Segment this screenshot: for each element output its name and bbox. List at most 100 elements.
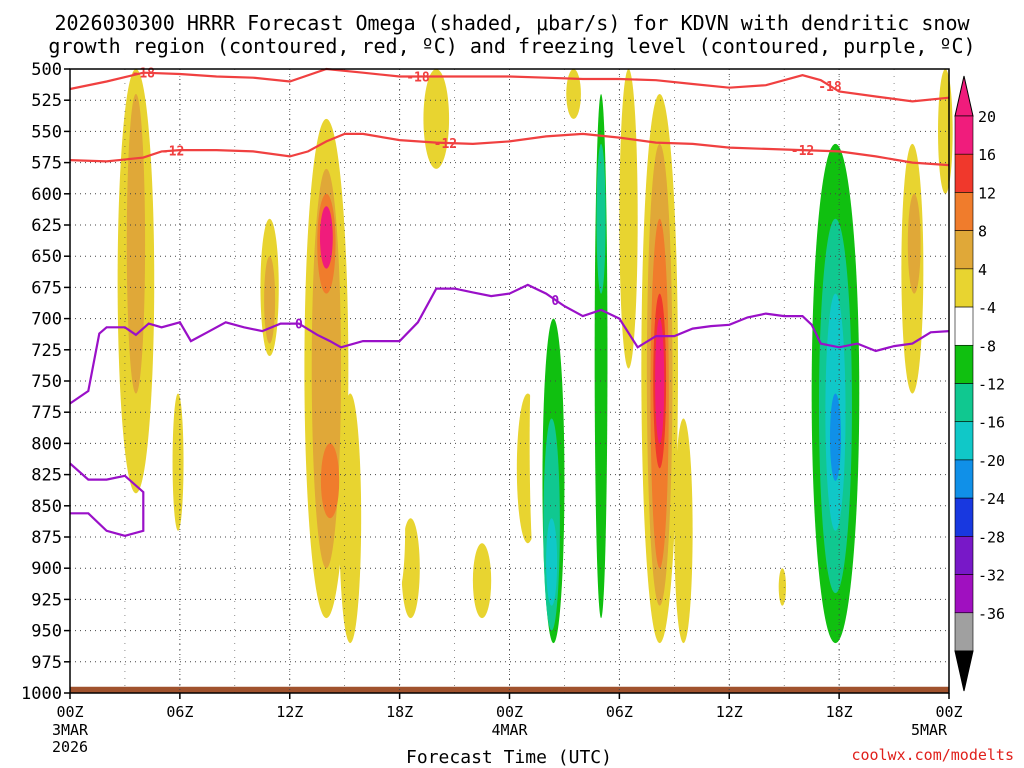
y-tick-label: 900 bbox=[31, 559, 62, 579]
chart-title-line2: growth region (contoured, red, ºC) and f… bbox=[48, 34, 975, 58]
y-tick-label: 850 bbox=[31, 497, 62, 517]
omega-cell bbox=[266, 69, 277, 144]
colorbar-label: -28 bbox=[978, 528, 1005, 546]
omega-cell bbox=[126, 93, 146, 394]
x-tick-label: 12Z bbox=[716, 703, 743, 721]
contour-minus18 bbox=[69, 67, 950, 103]
contour-label-minus12: -12 bbox=[161, 145, 184, 160]
y-tick-label: 550 bbox=[31, 122, 62, 142]
colorbar-bin bbox=[954, 612, 974, 652]
x-tick-label: 18Z bbox=[826, 703, 853, 721]
colorbar-bin bbox=[954, 421, 974, 461]
y-tick-label: 700 bbox=[31, 310, 62, 330]
y-tick-label: 925 bbox=[31, 590, 62, 610]
colorbar-bin bbox=[954, 536, 974, 575]
x-tick-label: 12Z bbox=[276, 703, 303, 721]
omega-cell bbox=[558, 193, 571, 319]
colorbar: 20 16 12 8 4 -4 -8 -12 -16 -20 -24 -28 -32 -36 bbox=[954, 75, 1005, 692]
x-tick-year: 2026 bbox=[52, 738, 88, 756]
colorbar-bin bbox=[954, 459, 974, 499]
x-tick-label: 18Z bbox=[386, 703, 413, 721]
omega-cell bbox=[596, 143, 606, 294]
colorbar-label: 8 bbox=[978, 223, 987, 241]
y-tick-label: 650 bbox=[31, 247, 62, 267]
colorbar-bin bbox=[954, 153, 974, 193]
x-tick-date: 4MAR bbox=[491, 721, 528, 739]
y-tick-label: 875 bbox=[31, 528, 62, 548]
x-tick-date: 3MAR bbox=[52, 721, 89, 739]
omega-cell bbox=[778, 568, 787, 606]
y-tick-label: 950 bbox=[31, 622, 62, 642]
y-tick-label: 525 bbox=[31, 91, 62, 111]
x-tick-label: 00Z bbox=[935, 703, 962, 721]
omega-cell bbox=[207, 69, 226, 219]
colorbar-label: -36 bbox=[978, 605, 1005, 623]
chart-title-line1: 2026030300 HRRR Forecast Omega (shaded, … bbox=[54, 11, 970, 35]
omega-cell bbox=[190, 568, 206, 644]
contours bbox=[69, 67, 950, 537]
omega-cell bbox=[320, 443, 340, 519]
colorbar-label: -20 bbox=[978, 452, 1005, 470]
contour-freezing-level bbox=[69, 283, 950, 405]
omega-shading bbox=[70, 68, 955, 693]
contour-minus12 bbox=[69, 132, 950, 167]
omega-cell bbox=[339, 393, 362, 644]
omega-cell bbox=[546, 518, 558, 606]
omega-cell bbox=[264, 256, 276, 344]
colorbar-label: 20 bbox=[978, 108, 996, 126]
colorbar-label: -8 bbox=[978, 337, 996, 355]
omega-cell bbox=[789, 418, 798, 444]
colorbar-label: -4 bbox=[978, 299, 996, 317]
colorbar-bottom-arrow bbox=[954, 650, 974, 692]
omega-cell bbox=[232, 193, 259, 394]
colorbar-label: 4 bbox=[978, 261, 987, 279]
colorbar-bin bbox=[954, 268, 974, 308]
omega-cell bbox=[150, 69, 162, 169]
y-tick-label: 575 bbox=[31, 154, 62, 174]
colorbar-bin bbox=[954, 574, 974, 614]
colorbar-bin bbox=[954, 306, 974, 346]
omega-cell bbox=[364, 69, 380, 144]
omega-cell bbox=[101, 69, 113, 182]
omega-cell bbox=[390, 468, 406, 594]
low-freezing-segment bbox=[69, 462, 145, 537]
colorbar-bin bbox=[954, 192, 974, 231]
y-tick-label: 1000 bbox=[21, 684, 62, 704]
y-tick-label: 500 bbox=[31, 60, 62, 80]
omega-cell bbox=[319, 206, 333, 269]
contour-labels: -18 -18 -18 -12 -12 -12 0 0 bbox=[132, 67, 842, 333]
contour-label-minus18: -18 bbox=[406, 70, 430, 85]
y-tick-label: 675 bbox=[31, 278, 62, 298]
colorbar-label: 16 bbox=[978, 146, 996, 164]
contour-label-freezing-level: 0 bbox=[295, 318, 303, 333]
y-tick-label: 725 bbox=[31, 341, 62, 361]
omega-cell bbox=[619, 69, 638, 369]
contour-label-minus12: -12 bbox=[434, 137, 457, 152]
y-tick-label: 775 bbox=[31, 403, 62, 423]
y-tick-label: 625 bbox=[31, 216, 62, 236]
colorbar-bin bbox=[954, 230, 974, 270]
colorbar-bin bbox=[954, 383, 974, 423]
omega-cell bbox=[907, 193, 921, 294]
contour-label-minus18: -18 bbox=[818, 80, 842, 95]
colorbar-bin bbox=[954, 115, 974, 155]
omega-cell bbox=[655, 318, 665, 444]
contour-label-minus12: -12 bbox=[791, 144, 814, 159]
colorbar-label: 12 bbox=[978, 184, 996, 202]
y-tick-label: 800 bbox=[31, 434, 62, 454]
y-tick-label: 750 bbox=[31, 372, 62, 392]
y-tick-label: 825 bbox=[31, 466, 62, 486]
x-tick-label: 06Z bbox=[606, 703, 633, 721]
colorbar-top-arrow bbox=[954, 75, 974, 117]
colorbar-label: -24 bbox=[978, 490, 1005, 508]
omega-cell bbox=[829, 393, 841, 481]
omega-cell bbox=[870, 518, 904, 644]
omega-cell bbox=[566, 69, 581, 119]
omega-cell bbox=[472, 543, 492, 619]
omega-cell bbox=[674, 418, 693, 644]
colorbar-label: -32 bbox=[978, 567, 1005, 585]
x-axis-label: Forecast Time (UTC) bbox=[406, 747, 612, 768]
omega-cell bbox=[172, 393, 184, 531]
x-tick-label: 00Z bbox=[496, 703, 523, 721]
